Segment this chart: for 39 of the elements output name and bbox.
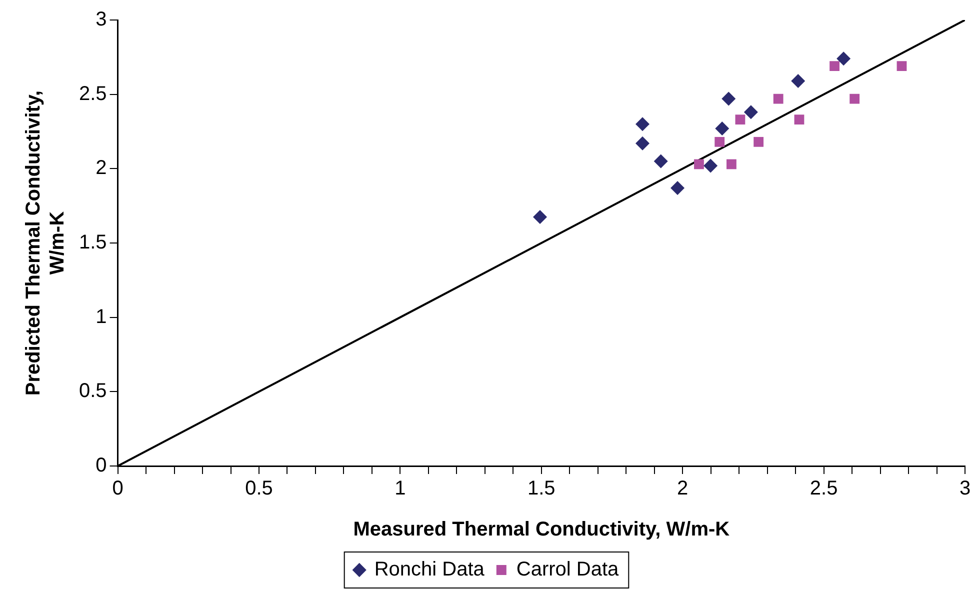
point [714,136,725,147]
point [836,52,851,66]
y-tick-label: 2.5 [78,82,107,105]
point [636,136,650,150]
y-tick-label: 1 [96,306,107,328]
x-axis-title: Measured Thermal Conductivity, W/m-K [353,518,730,541]
x-tick-label: 1.5 [527,478,556,500]
point [722,92,736,106]
point [532,210,547,224]
y-tick-label: 1.5 [78,232,107,254]
y-tick-label: 0.5 [78,380,107,402]
point [850,94,860,104]
point [791,74,806,88]
legend-label: Ronchi Data [374,558,486,581]
point [735,114,746,125]
y-tick-label: 3 [96,8,107,31]
point [726,159,736,170]
legend-label: Carrol Data [516,558,620,581]
point [773,94,784,104]
x-tick-label: 0.5 [245,478,273,500]
point [830,61,840,72]
y-tick-label: 2 [96,157,107,180]
point [794,114,804,125]
x-tick-label: 2.5 [810,478,838,500]
point [896,61,907,72]
x-tick-label: 2 [677,478,688,500]
y-axis-title: Predicted Thermal Conductivity, W/m-K [22,90,69,396]
point [754,136,764,147]
x-tick-label: 0 [112,478,124,500]
point [715,122,730,136]
point [670,180,685,195]
x-tick-label: 1 [394,478,406,500]
x-tick-label: 3 [959,478,971,500]
point [704,158,718,173]
y-tick-label: 0 [96,454,107,477]
point [694,159,704,170]
point [744,105,758,120]
point [636,117,650,132]
point [654,154,668,168]
